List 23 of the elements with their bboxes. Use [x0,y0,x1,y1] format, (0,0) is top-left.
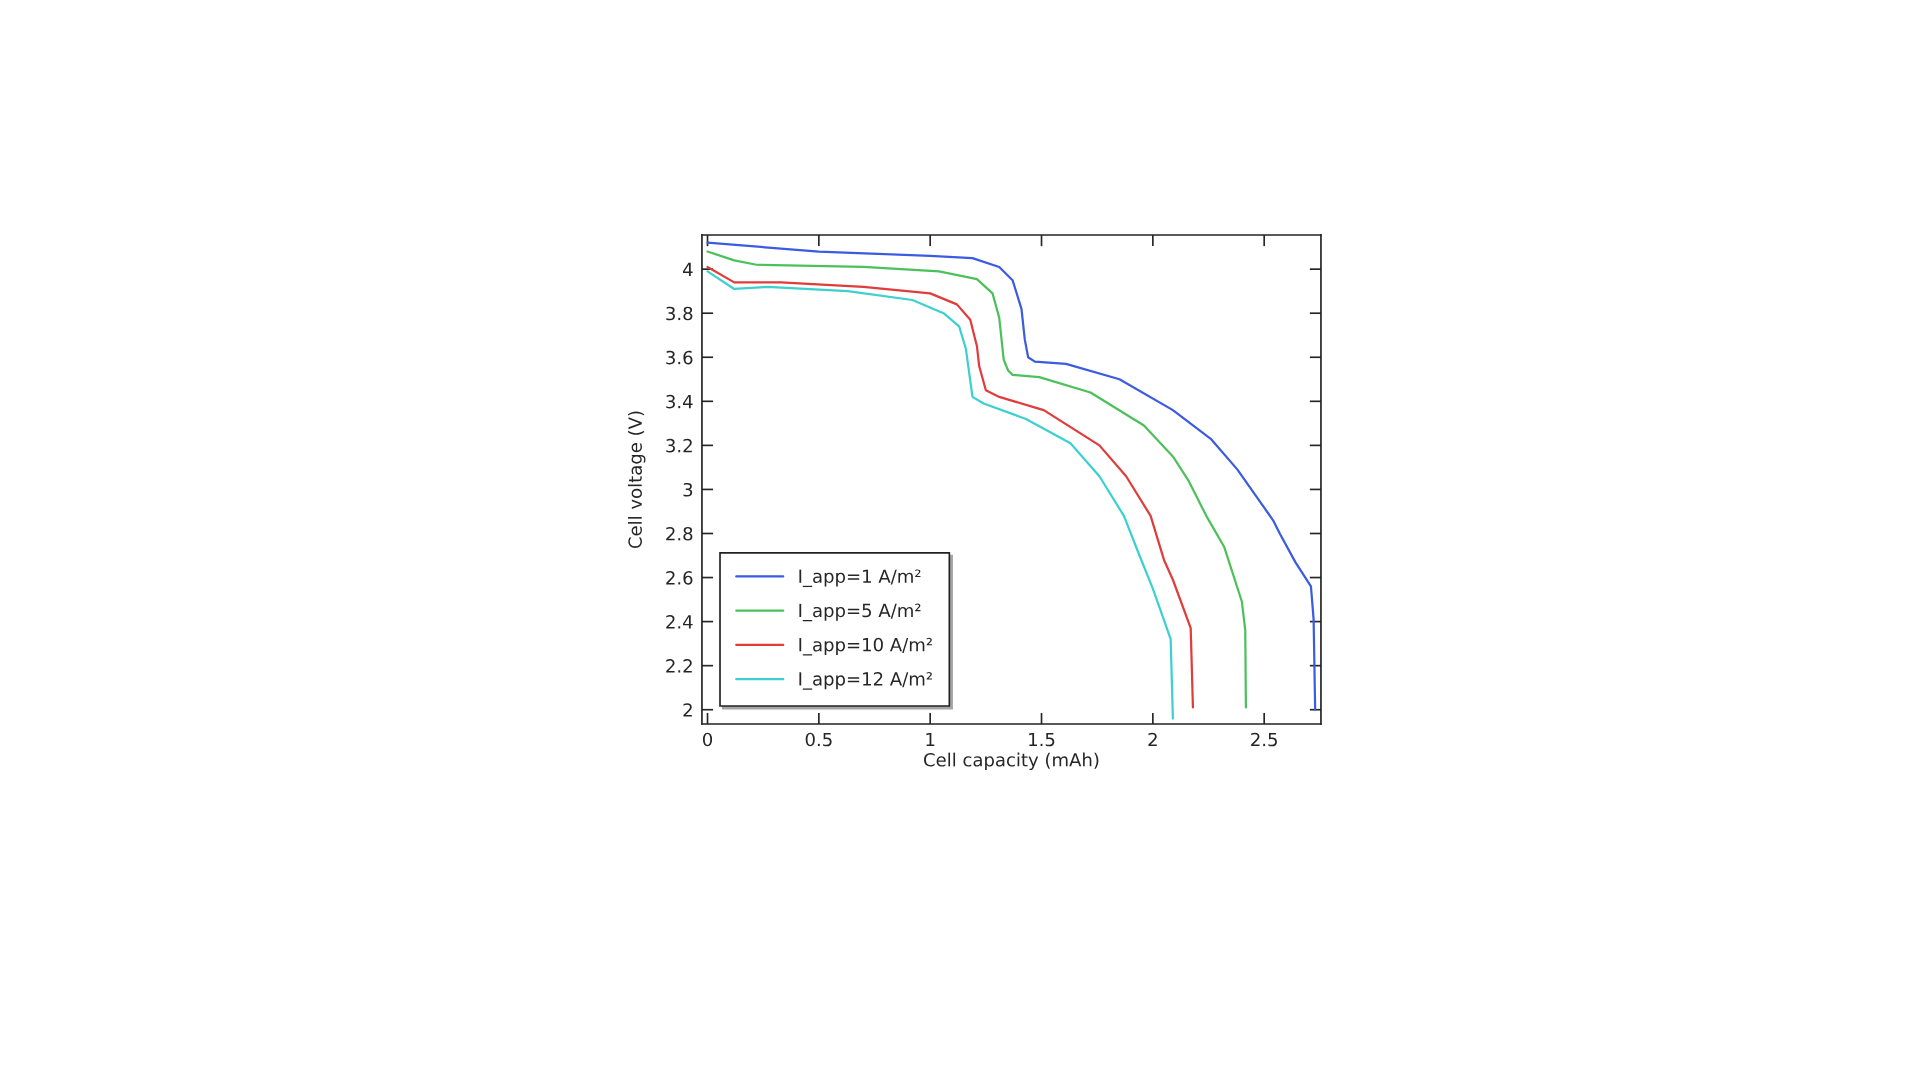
y-tick-label: 3.6 [666,350,693,365]
x-tick-label: 0 [702,732,713,747]
y-tick-label: 3.8 [666,306,693,321]
y-tick-label: 2.2 [666,659,692,673]
y-tick-label: 2.8 [666,526,693,541]
legend-label: I_app=1 A/m² [799,569,921,588]
x-axis-title: Cell capacity (mAh) [924,752,1099,771]
x-tick-label: 2.5 [1251,732,1277,747]
x-tick-label: 0.5 [805,732,832,747]
y-tick-label: 3.2 [666,438,692,453]
y-tick-label: 3 [683,482,693,497]
y-tick-label: 2 [683,703,692,717]
x-tick-label: 1.5 [1029,732,1055,747]
legend-label: I_app=5 A/m² [799,603,921,622]
y-tick-label: 2.4 [666,615,693,629]
legend-label: I_app=10 A/m² [799,637,932,656]
y-tick-label: 2.6 [666,571,693,585]
x-tick-label: 2 [1148,732,1157,747]
y-axis-title: Cell voltage (V) [627,411,646,549]
legend-label: I_app=12 A/m² [799,672,932,690]
y-tick-label: 3.4 [666,394,693,409]
y-tick-label: 4 [683,262,693,277]
x-tick-label: 1 [926,732,935,747]
